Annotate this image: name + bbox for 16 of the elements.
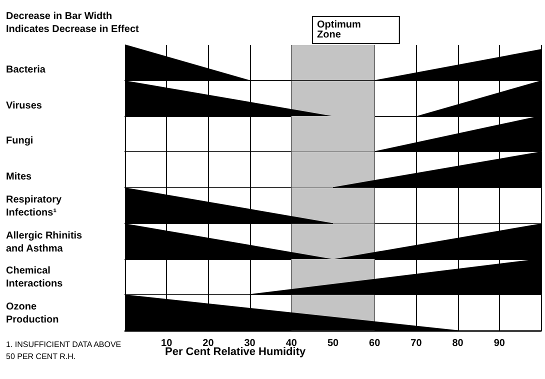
- x-tick-label: 70: [410, 338, 422, 350]
- band-label: Optimum Zone: [317, 20, 361, 40]
- x-tick-label: 50: [327, 338, 339, 350]
- y-axis-title: Allergic Rhinitis and Asthma: [6, 230, 83, 254]
- text: 1. INSUFFICIENT DATA ABOVE 50 PER CENT R.H.: [6, 340, 122, 362]
- y-axis-title: Viruses: [6, 100, 42, 112]
- y-axis-title: Respiratory Infections¹: [6, 194, 62, 218]
- y-axis-title: Fungi: [6, 136, 34, 148]
- x-tick-label: 90: [494, 338, 506, 350]
- x-tick-label: 60: [369, 338, 381, 350]
- x-tick-label: 80: [452, 338, 464, 350]
- text: Decrease in Bar Width Indicates Decrease in Effect: [6, 11, 140, 35]
- y-axis-title: Bacteria: [6, 64, 46, 76]
- y-axis-title: Mites: [6, 172, 32, 183]
- y-axis-title: Ozone Production: [6, 302, 59, 326]
- y-axis-title: Chemical Interactions: [6, 266, 64, 290]
